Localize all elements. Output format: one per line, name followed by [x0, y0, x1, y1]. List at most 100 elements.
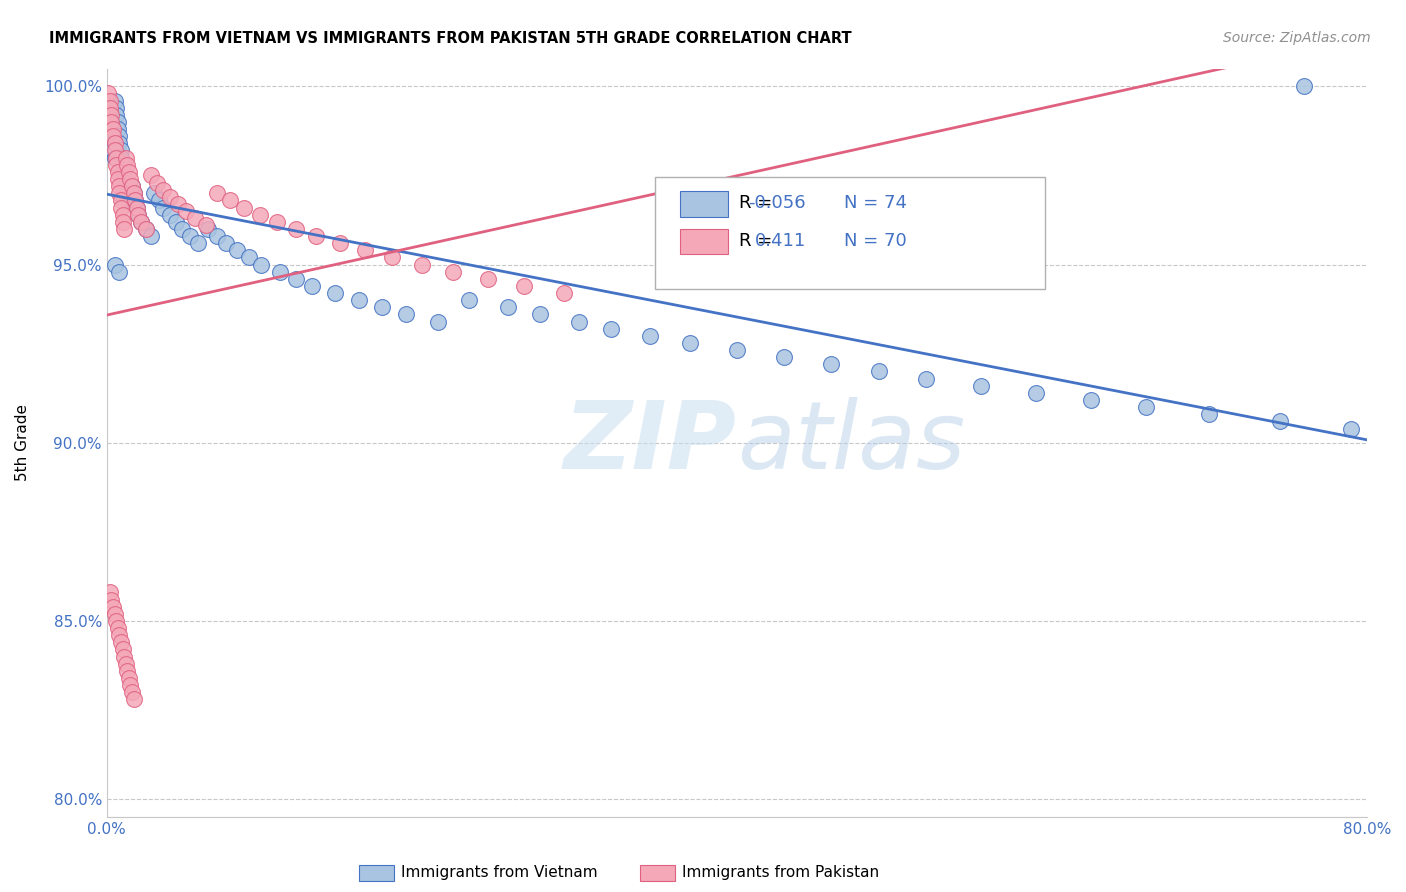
- Point: [124, 194, 146, 208]
- Point: [226, 244, 249, 258]
- Point: [105, 101, 128, 115]
- Point: [115, 158, 138, 172]
- Point: [122, 186, 145, 201]
- Point: [111, 642, 134, 657]
- Point: [122, 692, 145, 706]
- Point: [127, 208, 149, 222]
- Point: [250, 258, 273, 272]
- Point: [146, 176, 169, 190]
- Point: [98, 101, 121, 115]
- Text: Source: ZipAtlas.com: Source: ZipAtlas.com: [1223, 31, 1371, 45]
- Point: [112, 172, 135, 186]
- Point: [104, 144, 127, 158]
- Point: [513, 279, 536, 293]
- Bar: [681, 228, 728, 254]
- Point: [98, 94, 121, 108]
- Text: Immigrants from Pakistan: Immigrants from Pakistan: [682, 865, 879, 880]
- Point: [970, 378, 993, 392]
- Text: 0.411: 0.411: [755, 232, 806, 250]
- Point: [124, 194, 146, 208]
- Point: [152, 183, 174, 197]
- Point: [104, 94, 127, 108]
- Point: [120, 678, 142, 692]
- Point: [381, 251, 404, 265]
- Point: [114, 179, 136, 194]
- Point: [98, 585, 121, 599]
- Point: [477, 272, 499, 286]
- Point: [238, 251, 260, 265]
- Point: [110, 194, 132, 208]
- Point: [166, 197, 188, 211]
- Point: [107, 165, 129, 179]
- Point: [197, 222, 219, 236]
- Point: [568, 315, 591, 329]
- Text: R =: R =: [740, 232, 772, 250]
- Point: [347, 293, 370, 308]
- Point: [97, 87, 120, 101]
- Point: [174, 204, 197, 219]
- Point: [108, 628, 131, 642]
- Point: [135, 222, 157, 236]
- Point: [107, 115, 129, 129]
- Point: [120, 186, 142, 201]
- Point: [329, 236, 352, 251]
- Point: [105, 158, 128, 172]
- Text: -0.056: -0.056: [748, 194, 806, 212]
- Point: [101, 122, 124, 136]
- Point: [249, 208, 271, 222]
- Text: N = 74: N = 74: [844, 194, 907, 212]
- Point: [678, 335, 700, 350]
- Point: [1270, 414, 1292, 428]
- Point: [269, 265, 291, 279]
- Point: [118, 165, 141, 179]
- Text: atlas: atlas: [737, 397, 965, 488]
- Point: [101, 144, 124, 158]
- Point: [98, 115, 121, 129]
- Point: [114, 151, 136, 165]
- Point: [159, 208, 181, 222]
- Point: [458, 293, 481, 308]
- Point: [114, 657, 136, 671]
- Point: [112, 649, 135, 664]
- Point: [125, 201, 148, 215]
- Point: [184, 211, 207, 226]
- Point: [104, 258, 127, 272]
- Point: [914, 371, 936, 385]
- Point: [125, 201, 148, 215]
- Point: [179, 229, 201, 244]
- Point: [104, 136, 127, 151]
- Point: [411, 258, 433, 272]
- Point: [284, 272, 307, 286]
- Point: [105, 108, 128, 122]
- Point: [1025, 385, 1047, 400]
- Point: [205, 186, 228, 201]
- Point: [121, 179, 143, 194]
- Point: [218, 194, 240, 208]
- Point: [131, 215, 153, 229]
- Point: [121, 179, 143, 194]
- Point: [127, 208, 149, 222]
- Point: [110, 635, 132, 649]
- Point: [139, 229, 162, 244]
- Point: [371, 301, 394, 315]
- Point: [1135, 400, 1157, 414]
- Point: [110, 201, 132, 215]
- Point: [820, 357, 842, 371]
- Point: [172, 222, 194, 236]
- Point: [441, 265, 464, 279]
- Point: [105, 614, 128, 628]
- Point: [159, 190, 181, 204]
- Point: [100, 129, 122, 144]
- Point: [122, 186, 145, 201]
- Point: [100, 122, 122, 136]
- Point: [111, 165, 134, 179]
- Text: N = 70: N = 70: [844, 232, 907, 250]
- Text: ZIP: ZIP: [564, 397, 737, 489]
- Point: [1198, 407, 1220, 421]
- Point: [143, 186, 166, 201]
- Point: [111, 208, 134, 222]
- Point: [139, 169, 162, 183]
- FancyBboxPatch shape: [655, 177, 1046, 289]
- Point: [100, 108, 122, 122]
- Point: [868, 364, 890, 378]
